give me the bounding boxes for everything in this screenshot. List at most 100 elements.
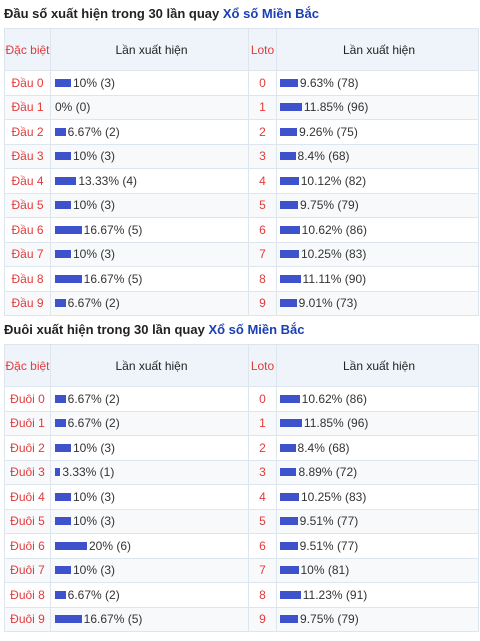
db-bar: [55, 127, 66, 136]
loto-cell: 11.85% (96): [276, 410, 479, 436]
loto-number: 2: [248, 435, 277, 461]
loto-value: 9.01% (73): [298, 296, 358, 311]
header-lan-xuat-hien-loto: Lần xuất hiện: [276, 28, 479, 71]
row-label: Đuôi 8: [4, 582, 51, 608]
loto-cell: 10.12% (82): [276, 168, 479, 194]
header-loto: Loto: [248, 344, 277, 387]
db-cell: 10% (3): [50, 192, 249, 218]
db-value: 6.67% (2): [67, 124, 120, 139]
db-value: 10% (3): [73, 563, 116, 578]
table-row: Đuôi 9 16.67% (5) 9 9.75% (79): [4, 606, 479, 632]
loto-value: 9.75% (79): [300, 198, 359, 213]
loto-cell: 11.85% (96): [276, 94, 479, 120]
header-dac-biet: Đặc biệt: [4, 344, 51, 387]
table-row: Đuôi 0 6.67% (2) 0 10.62% (86): [4, 386, 479, 412]
lottery-link[interactable]: Xổ số Miền Bắc: [222, 6, 319, 21]
db-cell: 3.33% (1): [50, 459, 249, 485]
loto-bar: [280, 566, 299, 575]
loto-bar: [280, 250, 299, 259]
row-label: Đuôi 0: [4, 386, 51, 412]
row-label: Đầu 5: [4, 192, 51, 218]
loto-cell: 9.63% (78): [276, 70, 479, 96]
db-cell: 0% (0): [50, 94, 249, 120]
loto-cell: 9.75% (79): [276, 606, 479, 632]
loto-bar: [280, 274, 301, 283]
db-value: 10% (3): [73, 514, 116, 529]
table-row: Đầu 9 6.67% (2) 9 9.01% (73): [4, 290, 479, 316]
loto-value: 8.4% (68): [297, 440, 350, 455]
loto-number: 8: [248, 266, 277, 292]
loto-bar: [280, 468, 297, 477]
duoi-table: Đặc biệt Lần xuất hiện Loto Lần xuất hiệ…: [4, 344, 479, 632]
db-cell: 16.67% (5): [50, 266, 249, 292]
table-row: Đuôi 7 10% (3) 7 10% (81): [4, 557, 479, 583]
table-row: Đầu 7 10% (3) 7 10.25% (83): [4, 241, 479, 267]
loto-cell: 10.62% (86): [276, 386, 479, 412]
db-cell: 6.67% (2): [50, 410, 249, 436]
lottery-link[interactable]: Xổ số Miền Bắc: [208, 322, 305, 337]
loto-number: 6: [248, 533, 277, 559]
db-cell: 16.67% (5): [50, 606, 249, 632]
db-bar: [55, 566, 71, 575]
row-label: Đầu 0: [4, 70, 51, 96]
loto-value: 8.4% (68): [297, 149, 350, 164]
loto-number: 5: [248, 508, 277, 534]
header-dac-biet: Đặc biệt: [4, 28, 51, 71]
loto-number: 8: [248, 582, 277, 608]
db-value: 6.67% (2): [67, 416, 120, 431]
loto-cell: 10.62% (86): [276, 217, 479, 243]
row-label: Đầu 1: [4, 94, 51, 120]
loto-cell: 10% (81): [276, 557, 479, 583]
table-row: Đuôi 3 3.33% (1) 3 8.89% (72): [4, 459, 479, 485]
loto-value: 9.51% (77): [299, 538, 359, 553]
db-value: 10% (3): [73, 149, 116, 164]
loto-value: 8.89% (72): [298, 465, 358, 480]
loto-bar: [280, 419, 302, 428]
loto-number: 1: [248, 410, 277, 436]
db-value: 0% (0): [55, 100, 91, 115]
table-row: Đuôi 1 6.67% (2) 1 11.85% (96): [4, 410, 479, 436]
db-cell: 10% (3): [50, 557, 249, 583]
row-label: Đầu 2: [4, 119, 51, 145]
loto-cell: 11.11% (90): [276, 266, 479, 292]
row-label: Đầu 7: [4, 241, 51, 267]
loto-value: 10% (81): [300, 563, 350, 578]
db-bar: [55, 201, 71, 210]
row-label: Đuôi 4: [4, 484, 51, 510]
table-row: Đầu 0 10% (3) 0 9.63% (78): [4, 70, 479, 96]
db-cell: 10% (3): [50, 484, 249, 510]
db-value: 10% (3): [73, 440, 116, 455]
loto-cell: 10.25% (83): [276, 484, 479, 510]
section-title-text: Đầu số xuất hiện trong 30 lần quay: [4, 6, 220, 21]
row-label: Đuôi 1: [4, 410, 51, 436]
db-bar: [55, 492, 71, 501]
loto-bar: [280, 176, 299, 185]
db-cell: 10% (3): [50, 241, 249, 267]
loto-cell: 8.89% (72): [276, 459, 479, 485]
loto-bar: [280, 127, 298, 136]
loto-number: 3: [248, 143, 277, 169]
table-row: Đầu 1 0% (0) 1 11.85% (96): [4, 94, 479, 120]
table-row: Đuôi 8 6.67% (2) 8 11.23% (91): [4, 582, 479, 608]
row-label: Đầu 9: [4, 290, 51, 316]
db-cell: 10% (3): [50, 70, 249, 96]
db-value: 6.67% (2): [67, 391, 120, 406]
loto-bar: [280, 541, 298, 550]
db-bar: [55, 468, 61, 477]
loto-number: 2: [248, 119, 277, 145]
loto-value: 10.25% (83): [300, 247, 367, 262]
loto-bar: [280, 394, 300, 403]
db-bar: [55, 152, 71, 161]
db-cell: 6.67% (2): [50, 582, 249, 608]
db-cell: 10% (3): [50, 143, 249, 169]
header-lan-xuat-hien-loto: Lần xuất hiện: [276, 344, 479, 387]
loto-bar: [280, 443, 296, 452]
loto-value: 11.85% (96): [303, 100, 369, 115]
db-value: 10% (3): [73, 247, 116, 262]
loto-number: 4: [248, 484, 277, 510]
loto-value: 9.75% (79): [300, 612, 359, 627]
db-cell: 13.33% (4): [50, 168, 249, 194]
db-bar: [55, 419, 66, 428]
db-bar: [55, 517, 71, 526]
row-label: Đuôi 7: [4, 557, 51, 583]
